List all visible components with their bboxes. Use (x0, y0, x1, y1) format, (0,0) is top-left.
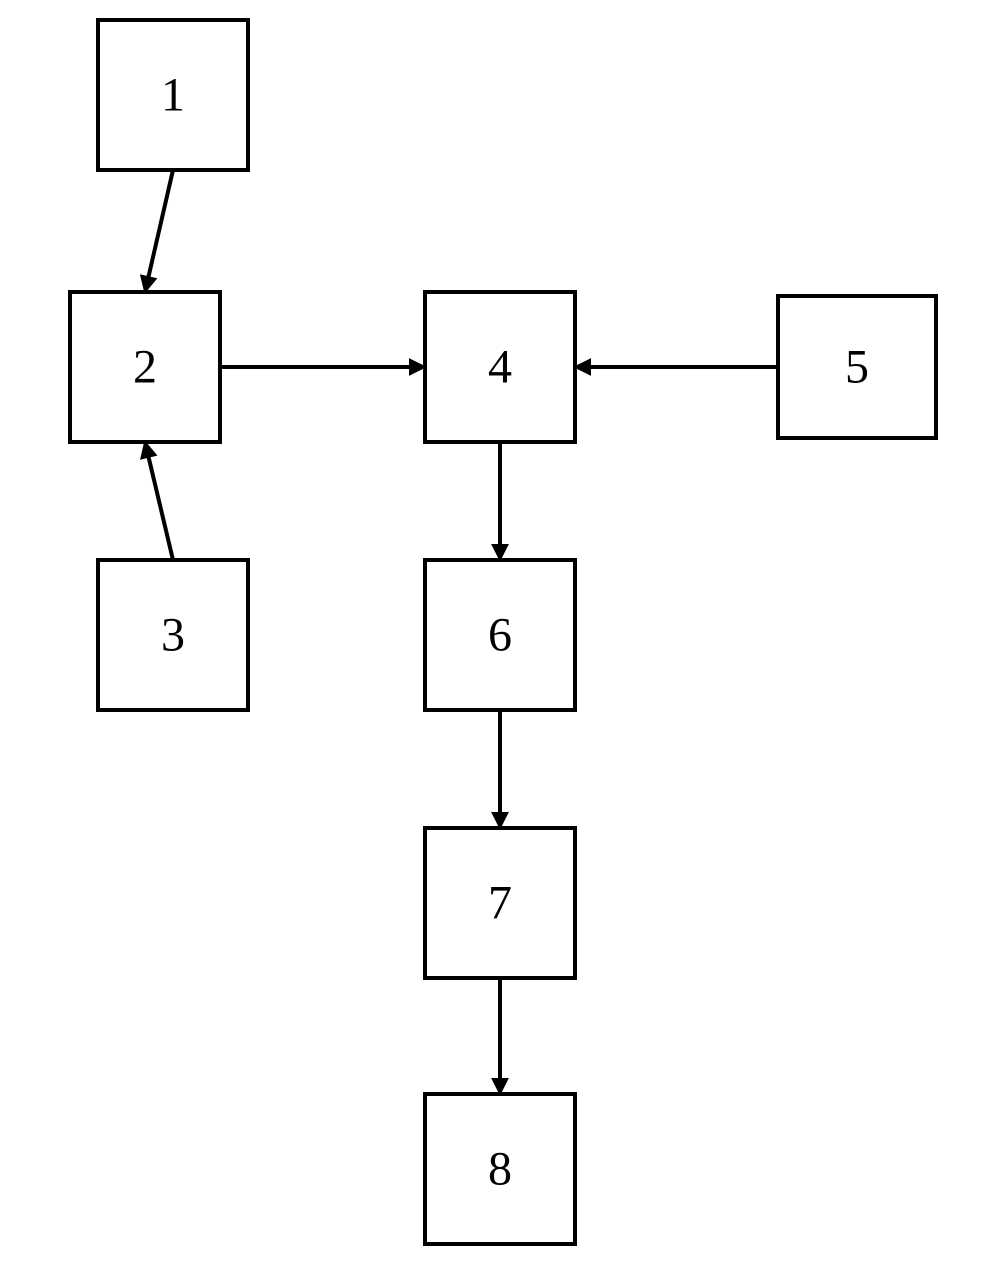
node-7: 7 (425, 828, 575, 978)
node-5-label: 5 (845, 341, 869, 394)
edge-n1-n2 (145, 170, 173, 292)
node-1: 1 (98, 20, 248, 170)
flowchart-canvas: 1 2 3 4 5 6 7 8 (0, 0, 982, 1270)
node-3-label: 3 (161, 609, 185, 662)
node-4-label: 4 (488, 341, 512, 394)
node-4: 4 (425, 292, 575, 442)
node-3: 3 (98, 560, 248, 710)
node-8: 8 (425, 1094, 575, 1244)
node-2: 2 (70, 292, 220, 442)
node-6-label: 6 (488, 609, 512, 662)
node-8-label: 8 (488, 1143, 512, 1196)
node-1-label: 1 (161, 69, 185, 122)
node-6: 6 (425, 560, 575, 710)
node-7-label: 7 (488, 877, 512, 930)
node-2-label: 2 (133, 341, 157, 394)
node-5: 5 (778, 296, 936, 438)
edge-n3-n2 (145, 442, 173, 560)
